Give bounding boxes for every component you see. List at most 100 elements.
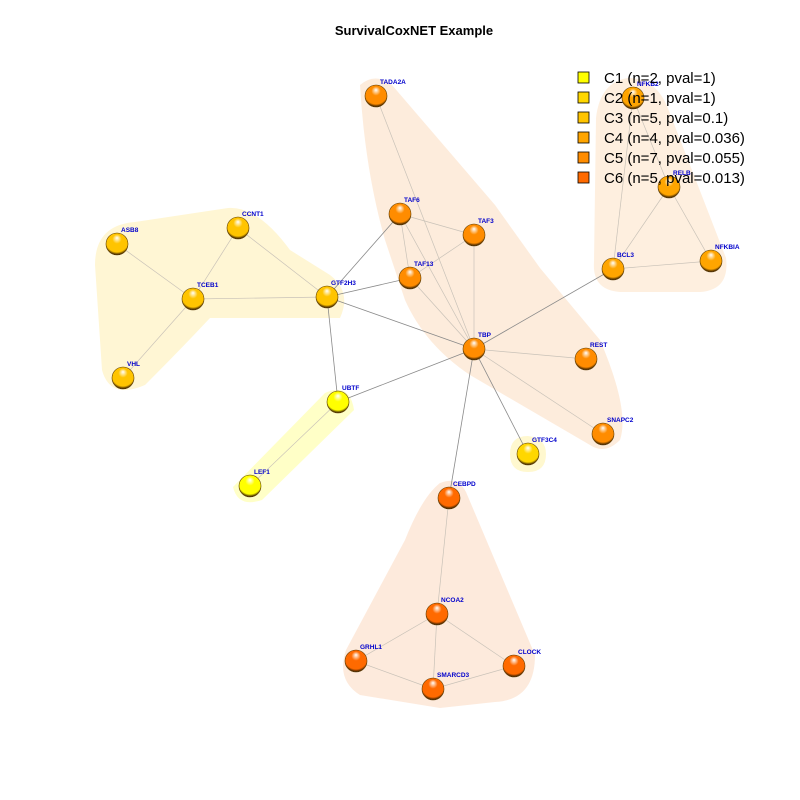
node-ball[interactable] <box>591 422 615 446</box>
edge-tada2a-tbp <box>375 95 475 350</box>
node-tada2a[interactable]: TADA2A <box>364 79 406 108</box>
node-label: TCEB1 <box>197 282 219 289</box>
edge-tceb1-vhl <box>122 298 194 379</box>
node-taf13[interactable]: TAF13 <box>398 261 434 290</box>
legend-swatch-c1 <box>577 71 590 84</box>
node-taf3[interactable]: TAF3 <box>462 218 494 247</box>
node-vhl[interactable]: VHL <box>111 361 140 390</box>
node-ball[interactable] <box>502 654 526 678</box>
node-nfkbia[interactable]: NFKBIA <box>699 244 740 273</box>
node-label: CLOCK <box>518 649 541 656</box>
edge-ubtf-lef1 <box>249 401 339 487</box>
node-nfkb2[interactable]: NFKB2 <box>621 81 659 110</box>
edges <box>116 95 712 690</box>
legend-swatch-c6 <box>577 171 590 184</box>
node-ball[interactable] <box>425 602 449 626</box>
node-taf6[interactable]: TAF6 <box>388 197 420 226</box>
node-ball[interactable] <box>238 474 262 498</box>
node-ball[interactable] <box>344 649 368 673</box>
node-label: TAF6 <box>404 197 420 204</box>
node-rest[interactable]: REST <box>574 342 607 371</box>
legend-label-c4: C4 (n=4, pval=0.036) <box>604 130 745 147</box>
node-label: CCNT1 <box>242 211 264 218</box>
node-ball[interactable] <box>181 287 205 311</box>
nodes: LEF1 UBTF GTF3C4 ASB8 CCNT1 TCEB1 GTF2H3 VHL NFK… <box>105 79 740 701</box>
edge-tceb1-gtf2h3 <box>192 296 328 300</box>
node-cebpd[interactable]: CEBPD <box>437 481 476 510</box>
node-label: TADA2A <box>380 79 406 86</box>
node-ball[interactable] <box>516 442 540 466</box>
node-ball[interactable] <box>421 677 445 701</box>
node-ubtf[interactable]: UBTF <box>326 385 359 414</box>
node-ball[interactable] <box>398 266 422 290</box>
edge-tbp-rest <box>473 348 587 360</box>
node-label: NFKB2 <box>637 81 659 88</box>
node-label: CEBPD <box>453 481 476 488</box>
legend-swatch-c3 <box>577 111 590 124</box>
node-asb8[interactable]: ASB8 <box>105 227 139 256</box>
node-lef1[interactable]: LEF1 <box>238 469 270 498</box>
node-bcl3[interactable]: BCL3 <box>601 252 634 281</box>
edge-ccnt1-tceb1 <box>192 227 239 300</box>
node-ball[interactable] <box>315 285 339 309</box>
node-label: TBP <box>478 332 492 339</box>
node-ball[interactable] <box>437 486 461 510</box>
edge-ncoa2-grhl1 <box>355 613 438 662</box>
edge-cebpd-ncoa2 <box>436 497 450 615</box>
node-label: SMARCD3 <box>437 672 470 679</box>
node-ball[interactable] <box>326 390 350 414</box>
node-label: GTF2H3 <box>331 280 356 287</box>
legend: C1 (n=2, pval=1) C2 (n=1, pval=1) C3 (n=5,… <box>577 70 745 187</box>
node-ball[interactable] <box>462 223 486 247</box>
node-tceb1[interactable]: TCEB1 <box>181 282 219 311</box>
cluster-hull-c3 <box>95 207 345 390</box>
edge-gtf2h3-taf13 <box>326 277 411 298</box>
node-label: UBTF <box>342 385 359 392</box>
node-ball[interactable] <box>226 216 250 240</box>
node-ball[interactable] <box>621 86 645 110</box>
node-label: TAF13 <box>414 261 434 268</box>
node-ball[interactable] <box>364 84 388 108</box>
node-ball[interactable] <box>388 202 412 226</box>
node-ball[interactable] <box>111 366 135 390</box>
edge-ncoa2-clock <box>436 613 515 667</box>
node-gtf3c4[interactable]: GTF3C4 <box>516 437 557 466</box>
edge-grhl1-smarcd3 <box>355 660 434 690</box>
edge-nfkb2-bcl3 <box>612 97 634 270</box>
node-label: LEF1 <box>254 469 270 476</box>
edge-tbp-ubtf <box>337 348 475 403</box>
edge-tbp-snapc2 <box>473 348 604 435</box>
node-ball[interactable] <box>699 249 723 273</box>
node-clock[interactable]: CLOCK <box>502 649 541 678</box>
node-ccnt1[interactable]: CCNT1 <box>226 211 264 240</box>
node-ball[interactable] <box>657 175 681 199</box>
node-snapc2[interactable]: SNAPC2 <box>591 417 634 446</box>
edge-bcl3-nfkbia <box>612 260 712 270</box>
node-grhl1[interactable]: GRHL1 <box>344 644 382 673</box>
edge-taf13-tbp <box>409 277 475 350</box>
node-smarcd3[interactable]: SMARCD3 <box>421 672 470 701</box>
node-label: ASB8 <box>121 227 139 234</box>
node-label: GTF3C4 <box>532 437 557 444</box>
node-ball[interactable] <box>462 337 486 361</box>
node-ball[interactable] <box>601 257 625 281</box>
node-label: SNAPC2 <box>607 417 634 424</box>
node-tbp[interactable]: TBP <box>462 332 492 361</box>
node-label: BCL3 <box>617 252 634 259</box>
node-label: TAF3 <box>478 218 494 225</box>
edge-tbp-cebpd <box>448 348 475 499</box>
edge-relb-nfkbia <box>668 186 712 262</box>
edge-smarcd3-clock <box>432 665 515 690</box>
edge-gtf2h3-taf6 <box>326 213 401 298</box>
node-gtf2h3[interactable]: GTF2H3 <box>315 280 356 309</box>
node-ball[interactable] <box>105 232 129 256</box>
legend-swatch-c5 <box>577 151 590 164</box>
node-relb[interactable]: RELB <box>657 170 691 199</box>
edge-nfkb2-relb <box>632 97 670 188</box>
edge-ncoa2-smarcd3 <box>432 613 438 690</box>
legend-swatch-c2 <box>577 91 590 104</box>
node-ncoa2[interactable]: NCOA2 <box>425 597 464 626</box>
node-ball[interactable] <box>574 347 598 371</box>
legend-label-c2: C2 (n=1, pval=1) <box>604 90 716 107</box>
